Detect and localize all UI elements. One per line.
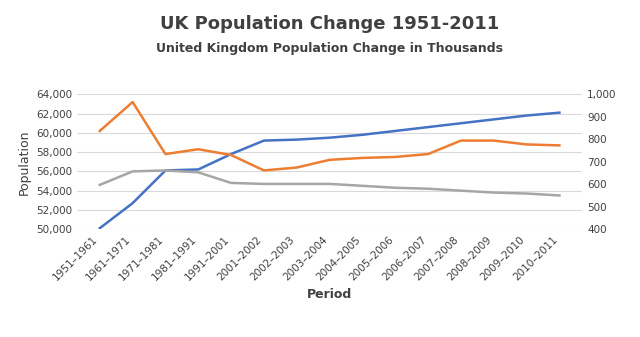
X-axis label: Period: Period xyxy=(307,288,352,301)
Text: United Kingdom Population Change in Thousands: United Kingdom Population Change in Thou… xyxy=(156,42,503,55)
Y-axis label: Population: Population xyxy=(17,129,30,194)
Text: UK Population Change 1951-2011: UK Population Change 1951-2011 xyxy=(160,15,499,33)
